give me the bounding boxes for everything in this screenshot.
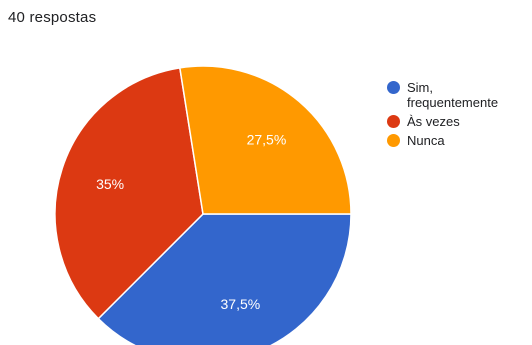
legend-label: Sim, frequentemente xyxy=(407,80,499,110)
pie-slice-sim-frequentemente[interactable] xyxy=(97,213,352,345)
legend-swatch xyxy=(387,81,400,94)
response-count: 40 respostas xyxy=(8,9,97,26)
slice-label-nunca: 27,5% xyxy=(247,132,287,148)
legend-swatch xyxy=(387,115,400,128)
legend-label: Às vezes xyxy=(407,114,460,129)
legend-swatch xyxy=(387,134,400,147)
legend-item-nunca[interactable]: Nunca xyxy=(387,133,527,148)
legend-label: Nunca xyxy=(407,133,445,148)
chart-legend: Sim, frequentemente Às vezes Nunca xyxy=(387,80,527,152)
legend-item-as-vezes[interactable]: Às vezes xyxy=(387,114,527,129)
legend-item-sim-frequentemente[interactable]: Sim, frequentemente xyxy=(387,80,527,110)
slice-label-sim-frequentemente: 37,5% xyxy=(221,296,261,312)
pie-slice-as-vezes[interactable] xyxy=(54,66,204,320)
slice-label-as-vezes: 35% xyxy=(96,176,124,192)
pie-slice-nunca[interactable] xyxy=(178,65,352,215)
